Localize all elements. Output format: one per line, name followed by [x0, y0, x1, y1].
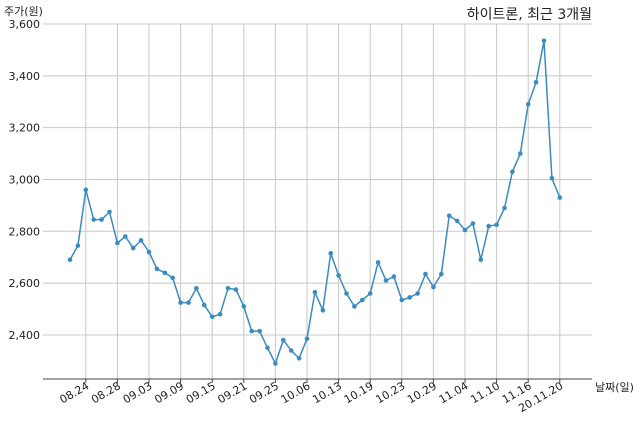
data-point [138, 238, 144, 243]
data-point [146, 249, 152, 255]
x-tick-label: 11.04 [437, 379, 471, 406]
chart-title: 하이트론, 최근 3개월 [467, 7, 592, 23]
data-point [99, 217, 104, 222]
x-tick-label: 09.21 [216, 379, 250, 406]
data-point [312, 289, 318, 295]
data-point [107, 209, 112, 215]
data-point [510, 169, 515, 174]
data-point [123, 234, 128, 239]
series-layer [69, 40, 561, 366]
grid-layer [43, 23, 592, 379]
x-tick-label: 08.24 [58, 379, 92, 406]
data-point [344, 291, 349, 296]
x-tick-label: 09.15 [184, 379, 218, 406]
data-point [265, 345, 270, 351]
data-point [360, 297, 365, 303]
data-point [296, 356, 302, 361]
data-point [194, 286, 199, 291]
data-point [367, 291, 373, 296]
x-axis-label: 날짜(일) [595, 380, 634, 394]
data-point [375, 260, 381, 265]
data-point [288, 348, 294, 353]
x-tick-label: 10.19 [342, 379, 376, 406]
data-point [454, 218, 460, 224]
data-point [249, 328, 254, 334]
data-point [415, 291, 420, 296]
data-point [446, 213, 452, 219]
data-point [478, 257, 484, 263]
data-point [241, 304, 247, 309]
data-point [257, 328, 262, 334]
x-tick-label: 10.13 [310, 379, 344, 406]
data-point [130, 245, 136, 251]
data-point [209, 314, 215, 320]
data-point [486, 223, 492, 229]
data-point [541, 38, 547, 44]
data-point [431, 284, 436, 290]
data-point [186, 300, 191, 305]
y-tick-label: 2,800 [9, 225, 41, 238]
data-point [423, 271, 428, 277]
data-point [320, 308, 326, 313]
data-point [202, 302, 207, 308]
data-point [233, 287, 239, 292]
x-tick-label: 10.06 [279, 379, 313, 406]
data-point [383, 278, 389, 283]
data-point [494, 222, 499, 228]
data-point [115, 240, 120, 246]
data-point [162, 270, 168, 276]
data-point [304, 336, 310, 342]
y-tick-label: 2,400 [9, 329, 41, 342]
data-point [217, 311, 223, 317]
x-tick-label: 09.25 [247, 379, 281, 406]
price-line [69, 40, 561, 366]
data-point [154, 266, 160, 272]
y-axis-label: 주가(원) [4, 5, 43, 18]
data-point [328, 251, 334, 256]
data-point [336, 273, 341, 278]
x-tick-label: 10.23 [374, 379, 408, 406]
points-layer [67, 38, 563, 366]
x-tick-label: 09.09 [152, 379, 186, 406]
data-point [557, 195, 563, 200]
data-point [273, 361, 278, 366]
data-point [439, 271, 444, 277]
data-point [470, 221, 476, 226]
data-point [407, 295, 413, 300]
data-point [391, 274, 397, 279]
y-tick-label: 3,400 [9, 70, 41, 83]
data-point [281, 337, 286, 343]
data-point [75, 243, 81, 248]
x-tick-label: 11.10 [468, 379, 502, 406]
y-tick-label: 3,000 [9, 173, 41, 186]
x-tick-label: 08.28 [89, 379, 123, 406]
data-point [178, 300, 183, 305]
y-tick-label: 3,200 [9, 122, 41, 135]
data-point [462, 227, 468, 233]
data-point [549, 175, 555, 181]
y-tick-label: 2,600 [9, 277, 41, 290]
x-tick-label: 09.03 [121, 379, 155, 406]
data-point [170, 275, 175, 281]
data-point [525, 102, 531, 107]
data-point [67, 257, 73, 263]
data-point [352, 304, 357, 309]
y-tick-label: 3,600 [9, 18, 41, 31]
data-point [518, 151, 523, 156]
data-point [533, 80, 539, 85]
data-point [91, 217, 96, 222]
data-point [502, 205, 507, 211]
x-tick-label: 10.29 [405, 379, 439, 406]
axis-layer [43, 378, 592, 383]
data-point [83, 187, 89, 193]
data-point [399, 297, 405, 303]
data-point [225, 286, 231, 291]
